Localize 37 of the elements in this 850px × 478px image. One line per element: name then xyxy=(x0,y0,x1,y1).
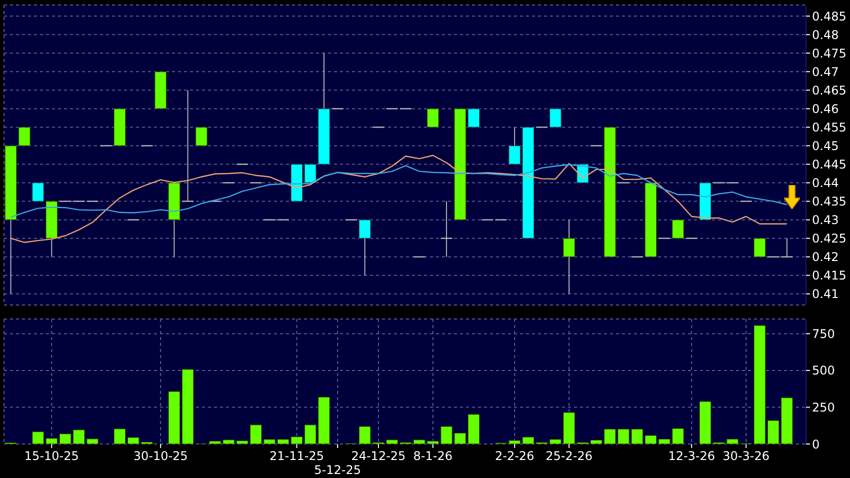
x-tick-label: 24-12-25 xyxy=(351,449,406,463)
line-series xyxy=(10,154,788,244)
y-tick-label: 0.41 xyxy=(812,287,839,302)
y-tick-label: 0.415 xyxy=(812,268,846,283)
x-tick-label: 5-12-25 xyxy=(314,463,362,477)
x-tick-label: 30-3-26 xyxy=(722,449,770,463)
y-tick-label: 0.48 xyxy=(812,28,839,42)
y-tick-label: 0.455 xyxy=(812,120,846,134)
x-tick-label: 12-3-26 xyxy=(668,449,716,463)
y-tick-label: 0.445 xyxy=(812,158,846,172)
y-tick-label: 0.47 xyxy=(812,64,839,79)
candlestick xyxy=(780,238,794,258)
x-tick-label: 25-2-26 xyxy=(546,449,592,463)
y-tick-label: 0.43 xyxy=(812,213,839,228)
y-tick-label: 0.425 xyxy=(812,232,846,246)
y-tick-label: 0 xyxy=(812,437,820,452)
candlestick xyxy=(562,219,576,294)
y-tick-label: 500 xyxy=(812,364,835,378)
x-tick-label: 21-11-25 xyxy=(270,449,324,463)
y-tick-label: 0.465 xyxy=(812,83,846,98)
y-tick-label: 0.485 xyxy=(812,9,846,24)
y-tick-label: 0.45 xyxy=(812,139,839,153)
y-tick-label: 250 xyxy=(812,400,835,414)
y-tick-label: 0.475 xyxy=(812,46,846,60)
y-tick-label: 0.435 xyxy=(812,194,846,209)
x-tick-label: 8-1-26 xyxy=(413,449,453,463)
candlestick xyxy=(440,200,453,258)
x-tick-label: 30-10-25 xyxy=(133,449,188,463)
x-tick-label: 2-2-26 xyxy=(495,449,534,463)
y-tick-label: 0.44 xyxy=(812,176,839,190)
y-tick-label: 0.46 xyxy=(812,102,839,116)
y-tick-label: 750 xyxy=(812,326,835,341)
candlestick xyxy=(426,108,440,128)
candlestick xyxy=(195,126,208,146)
x-tick-label: 15-10-25 xyxy=(24,449,79,463)
y-tick-label: 0.42 xyxy=(812,250,839,264)
candlestick xyxy=(181,90,194,202)
